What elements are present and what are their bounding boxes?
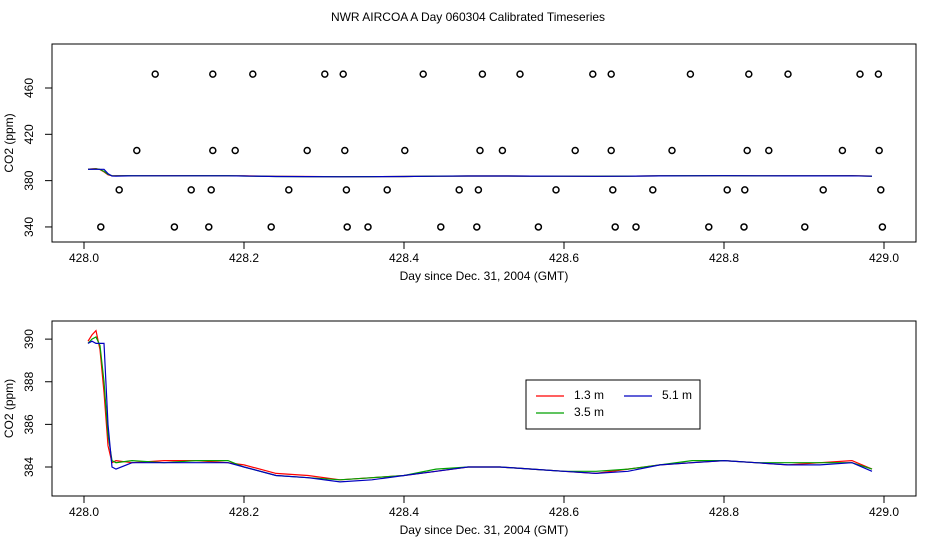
scatter-point xyxy=(723,186,731,194)
scatter-point xyxy=(819,186,827,194)
scatter-point xyxy=(97,223,105,231)
scatter-point xyxy=(607,146,615,155)
scatter-point xyxy=(649,186,657,194)
y-tick-label: 340 xyxy=(22,217,36,237)
scatter-point xyxy=(343,223,351,231)
x-tick-label: 428.8 xyxy=(709,505,739,519)
y-axis-title: CO2 (ppm) xyxy=(2,113,16,172)
x-axis-title: Day since Dec. 31, 2004 (GMT) xyxy=(400,523,569,537)
scatter-point xyxy=(589,70,597,78)
x-axis-title: Day since Dec. 31, 2004 (GMT) xyxy=(400,269,569,283)
scatter-point xyxy=(784,70,792,78)
series-line xyxy=(87,336,873,481)
scatter-point xyxy=(209,70,217,78)
scatter-point xyxy=(743,146,751,155)
scatter-point xyxy=(207,186,215,194)
scatter-point xyxy=(476,146,484,155)
x-tick-label: 428.0 xyxy=(69,505,99,519)
y-tick-label: 380 xyxy=(22,170,36,190)
series-line xyxy=(87,329,873,481)
legend-label: 3.5 m xyxy=(574,405,604,419)
scatter-point xyxy=(607,70,615,78)
scatter-point xyxy=(765,146,773,155)
x-tick-label: 428.6 xyxy=(549,505,579,519)
legend-label: 5.1 m xyxy=(662,388,692,402)
scatter-point xyxy=(875,146,883,155)
scatter-point xyxy=(231,146,239,155)
scatter-point xyxy=(705,223,713,231)
scatter-point xyxy=(571,146,579,155)
scatter-point xyxy=(741,186,749,194)
scatter-point xyxy=(205,223,213,231)
x-tick-label: 428.8 xyxy=(709,251,739,265)
x-tick-label: 429.0 xyxy=(869,251,899,265)
scatter-point xyxy=(801,223,809,231)
scatter-point xyxy=(267,223,275,231)
scatter-point xyxy=(878,223,887,231)
scatter-point xyxy=(133,146,141,155)
scatter-point xyxy=(303,146,311,155)
scatter-point xyxy=(285,186,293,194)
scatter-point xyxy=(611,223,619,231)
plot-frame xyxy=(51,43,917,243)
scatter-point xyxy=(686,70,695,78)
y-tick-label: 386 xyxy=(22,414,36,434)
scatter-point xyxy=(455,186,463,194)
y-tick-label: 388 xyxy=(22,371,36,391)
scatter-point xyxy=(115,186,123,194)
plot-frame xyxy=(51,320,917,497)
scatter-point xyxy=(632,223,640,231)
scatter-point xyxy=(478,70,487,78)
scatter-point xyxy=(383,186,391,194)
scatter-point xyxy=(740,223,748,231)
scatter-point xyxy=(516,70,524,78)
scatter-point xyxy=(498,146,507,155)
y-axis-title: CO2 (ppm) xyxy=(2,379,16,438)
series-line xyxy=(87,340,873,483)
scatter-point xyxy=(473,223,481,231)
scatter-point xyxy=(609,186,617,194)
scatter-point xyxy=(170,223,179,231)
scatter-point xyxy=(151,70,159,78)
x-tick-label: 428.2 xyxy=(229,505,259,519)
scatter-point xyxy=(342,186,351,194)
scatter-point xyxy=(364,223,372,231)
scatter-point xyxy=(856,70,864,78)
scatter-point xyxy=(249,70,257,78)
legend-label: 1.3 m xyxy=(574,388,604,402)
scatter-point xyxy=(877,186,885,194)
x-tick-label: 428.6 xyxy=(549,251,579,265)
x-tick-label: 428.4 xyxy=(389,505,419,519)
scatter-point xyxy=(321,70,329,78)
x-tick-label: 428.0 xyxy=(69,251,99,265)
scatter-point xyxy=(838,146,847,155)
y-tick-label: 390 xyxy=(22,329,36,349)
scatter-point xyxy=(339,70,347,78)
figure-title: NWR AIRCOA A Day 060304 Calibrated Times… xyxy=(331,10,605,24)
scatter-point xyxy=(745,70,753,78)
scatter-point xyxy=(552,186,560,194)
x-tick-label: 429.0 xyxy=(869,505,899,519)
x-tick-label: 428.4 xyxy=(389,251,419,265)
scatter-point xyxy=(437,223,445,231)
scatter-point xyxy=(474,186,483,194)
scatter-point xyxy=(419,70,427,78)
scatter-point xyxy=(874,70,883,78)
legend-box xyxy=(525,379,701,430)
series-line xyxy=(87,168,873,178)
y-tick-label: 420 xyxy=(22,124,36,144)
scatter-point xyxy=(668,146,676,155)
scatter-point xyxy=(341,146,349,155)
scatter-point xyxy=(401,146,409,155)
scatter-point xyxy=(209,146,217,155)
x-tick-label: 428.2 xyxy=(229,251,259,265)
scatter-point xyxy=(187,186,195,194)
y-tick-label: 460 xyxy=(22,78,36,98)
y-tick-label: 384 xyxy=(22,457,36,477)
scatter-point xyxy=(534,223,543,231)
